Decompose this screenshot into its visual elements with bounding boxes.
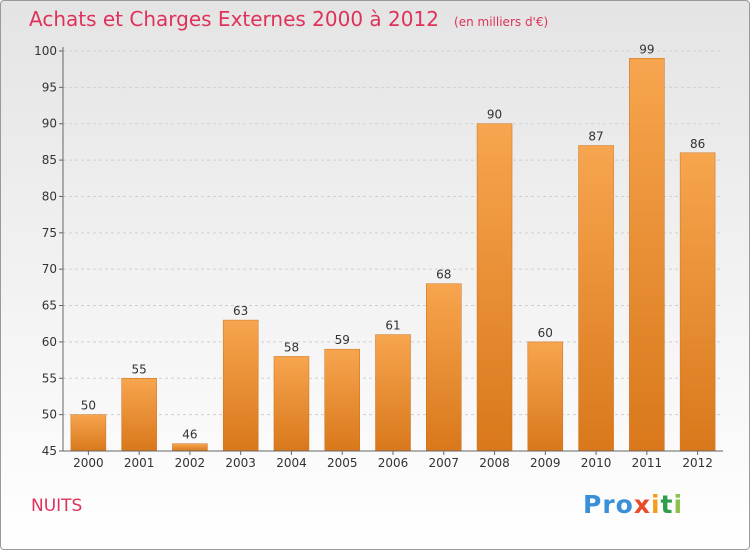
bar [121, 378, 157, 452]
y-tick-label: 50 [42, 408, 57, 422]
x-tick-label: 2001 [124, 456, 155, 470]
x-tick-label: 2003 [225, 456, 256, 470]
logo-part-5: i [673, 490, 684, 519]
title-unit: (en milliers d'€) [454, 15, 549, 29]
x-tick-label: 2009 [530, 456, 561, 470]
bar-value-label: 59 [335, 333, 350, 347]
axes: 45 50 55 60 65 70 75 80 85 90 95 100 2000 2001 2002 200… [34, 44, 723, 470]
logo-part-1: Pro [583, 490, 634, 519]
logo-part-2: x [633, 490, 651, 519]
bar-value-label: 50 [81, 399, 96, 413]
y-tick-label: 95 [42, 80, 57, 94]
x-tick-label: 2000 [73, 456, 104, 470]
bar [375, 334, 411, 452]
place-name: NUITS [31, 496, 83, 516]
x-tick-label: 2007 [428, 456, 459, 470]
y-tick-label: 60 [42, 335, 57, 349]
bar-value-label: 86 [690, 137, 705, 151]
y-tick-label: 80 [42, 189, 57, 203]
chart-title: Achats et Charges Externes 2000 à 2012 (… [29, 7, 548, 31]
bar [426, 283, 462, 452]
bar-value-label: 87 [588, 130, 603, 144]
bar-value-label: 58 [284, 340, 299, 354]
y-tick-label: 90 [42, 117, 57, 131]
x-tick-label: 2012 [682, 456, 713, 470]
proxiti-logo: Proxiti [583, 490, 683, 519]
y-tick-label: 70 [42, 262, 57, 276]
bar [70, 414, 107, 452]
bar [222, 319, 259, 452]
y-tick-label: 85 [42, 153, 57, 167]
bars: 50 55 46 63 58 59 61 68 90 60 87 99 86 [70, 42, 716, 452]
bar [578, 145, 614, 452]
bar [679, 152, 716, 452]
bar [172, 443, 208, 452]
x-tick-label: 2002 [175, 456, 206, 470]
x-tick-label: 2004 [276, 456, 307, 470]
bar-value-label: 46 [182, 428, 197, 442]
bar [527, 341, 564, 452]
logo-part-4: t [660, 490, 674, 519]
bar [476, 123, 513, 452]
x-tick-label: 2005 [327, 456, 358, 470]
y-tick-label: 55 [42, 371, 57, 385]
bar-value-label: 60 [538, 326, 553, 340]
bar-value-label: 55 [132, 362, 147, 376]
logo-part-3: i [650, 490, 661, 519]
y-tick-label: 45 [42, 444, 57, 458]
bar [629, 58, 665, 452]
y-tick-label: 75 [42, 226, 57, 240]
y-tick-label: 65 [42, 299, 57, 313]
bar-value-label: 99 [639, 42, 654, 56]
bar [324, 348, 360, 452]
x-tick-label: 2010 [581, 456, 612, 470]
x-tick-label: 2011 [632, 456, 663, 470]
bar-value-label: 90 [487, 108, 502, 122]
x-tick-label: 2008 [479, 456, 510, 470]
title-text: Achats et Charges Externes 2000 à 2012 [29, 7, 439, 31]
bar [273, 356, 310, 452]
y-tick-label: 100 [34, 44, 57, 58]
bar-value-label: 61 [385, 319, 400, 333]
bar-value-label: 68 [436, 268, 451, 282]
x-tick-label: 2006 [378, 456, 409, 470]
bar-value-label: 63 [233, 304, 248, 318]
